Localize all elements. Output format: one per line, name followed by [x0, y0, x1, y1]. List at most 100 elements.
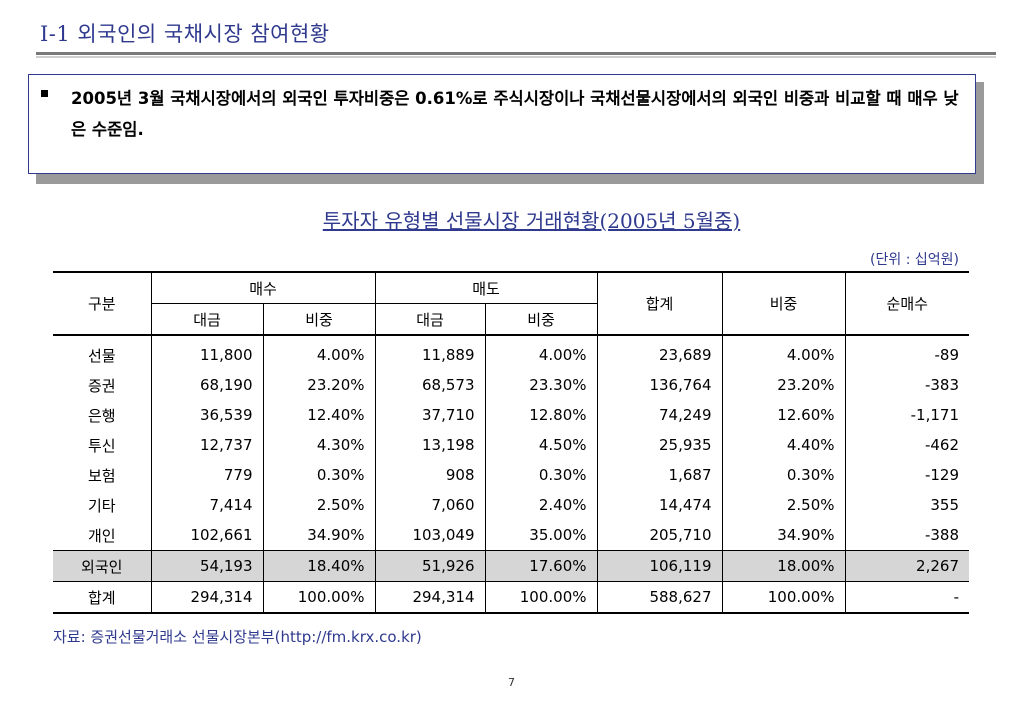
summary-text: 2005년 3월 국채시장에서의 외국인 투자비중은 0.61%로 주식시장이나…	[71, 89, 959, 139]
cell-category: 보험	[87, 466, 116, 485]
cell-buy-share: 4.30%	[262, 430, 375, 460]
table-row: 선물 11,800 4.00% 11,889 4.00% 23,689 4.00% -89	[53, 335, 969, 370]
cell-sell-share: 100.00%	[484, 581, 597, 614]
cell-sell-amount: 7,060	[374, 490, 485, 520]
cell-net-buy: 355	[844, 490, 969, 520]
cell-total: 136,764	[596, 370, 722, 400]
header-sell-amount: 대금	[374, 303, 485, 336]
cell-sell-amount: 37,710	[374, 400, 485, 430]
cell-buy-amount: 54,193	[150, 550, 263, 582]
source-note: 자료: 증권선물거래소 선물시장본부(http://fm.krx.co.kr)	[53, 628, 422, 646]
table-row: 증권 68,190 23.20% 68,573 23.30% 136,764 23.20% -…	[53, 370, 969, 400]
table-row: 투신 12,737 4.30% 13,198 4.50% 25,935 4.40% -462	[53, 430, 969, 460]
title-divider	[36, 52, 996, 55]
cell-sell-amount: 51,926	[374, 550, 485, 582]
header-total-share: 비중	[721, 271, 845, 336]
cell-net-buy: -89	[844, 335, 969, 370]
table-row: 보험 779 0.30% 908 0.30% 1,687 0.30% -129	[53, 460, 969, 490]
table-row: 외국인 54,193 18.40% 51,926 17.60% 106,119 18.00%…	[53, 550, 969, 582]
table-row: 개인 102,661 34.90% 103,049 35.00% 205,710 34.90…	[53, 520, 969, 551]
cell-buy-share: 34.90%	[262, 520, 375, 551]
square-bullet-icon	[41, 90, 48, 97]
header-sell: 매도	[374, 271, 597, 304]
cell-sell-amount: 103,049	[374, 520, 485, 551]
cell-sell-share: 4.50%	[484, 430, 597, 460]
cell-buy-share: 4.00%	[262, 335, 375, 370]
page-title: I-1 외국인의 국채시장 참여현황	[40, 22, 330, 46]
cell-buy-share: 23.20%	[262, 370, 375, 400]
cell-total-share: 4.40%	[721, 430, 845, 460]
cell-net-buy: -388	[844, 520, 969, 551]
cell-category: 외국인	[53, 550, 151, 582]
cell-total-share: 4.00%	[721, 335, 845, 370]
cell-sell-share: 4.00%	[484, 335, 597, 370]
cell-category: 은행	[87, 406, 116, 425]
cell-net-buy: -383	[844, 370, 969, 400]
cell-buy-share: 100.00%	[262, 581, 375, 614]
cell-sell-amount: 68,573	[374, 370, 485, 400]
cell-buy-amount: 68,190	[150, 370, 263, 400]
cell-category: 합계	[53, 581, 151, 614]
cell-net-buy: -1,171	[844, 400, 969, 430]
header-total: 합계	[596, 271, 722, 336]
cell-category: 개인	[87, 526, 116, 545]
cell-total: 23,689	[596, 335, 722, 370]
cell-buy-amount: 36,539	[150, 400, 263, 430]
cell-sell-share: 17.60%	[484, 550, 597, 582]
cell-category: 기타	[87, 496, 116, 515]
cell-total: 106,119	[596, 550, 722, 582]
cell-net-buy: -	[844, 581, 969, 614]
cell-sell-share: 23.30%	[484, 370, 597, 400]
cell-total: 588,627	[596, 581, 722, 614]
futures-trading-table: 구분 매수 매도 합계 비중 순매수 대금 비중 대금 비중 선물 11,800 4…	[53, 271, 969, 614]
cell-total-share: 100.00%	[721, 581, 845, 614]
cell-sell-amount: 294,314	[374, 581, 485, 614]
cell-total: 1,687	[596, 460, 722, 490]
cell-buy-share: 0.30%	[262, 460, 375, 490]
cell-total-share: 12.60%	[721, 400, 845, 430]
cell-category: 증권	[87, 376, 116, 395]
cell-total: 74,249	[596, 400, 722, 430]
cell-sell-amount: 11,889	[374, 335, 485, 370]
table-title: 투자자 유형별 선물시장 거래현황(2005년 5월중)	[322, 209, 741, 233]
cell-buy-amount: 7,414	[150, 490, 263, 520]
cell-buy-share: 18.40%	[262, 550, 375, 582]
cell-buy-share: 2.50%	[262, 490, 375, 520]
cell-buy-amount: 102,661	[150, 520, 263, 551]
cell-sell-amount: 908	[374, 460, 485, 490]
header-sell-share: 비중	[484, 303, 597, 336]
cell-net-buy: -462	[844, 430, 969, 460]
summary-box: 2005년 3월 국채시장에서의 외국인 투자비중은 0.61%로 주식시장이나…	[28, 74, 976, 174]
cell-net-buy: 2,267	[844, 550, 969, 582]
cell-total: 14,474	[596, 490, 722, 520]
header-buy-amount: 대금	[150, 303, 263, 336]
cell-total-share: 18.00%	[721, 550, 845, 582]
header-buy: 매수	[150, 271, 375, 304]
cell-category: 투신	[87, 436, 116, 455]
cell-total: 25,935	[596, 430, 722, 460]
cell-buy-amount: 11,800	[150, 335, 263, 370]
cell-total-share: 34.90%	[721, 520, 845, 551]
cell-total-share: 23.20%	[721, 370, 845, 400]
cell-total-share: 0.30%	[721, 460, 845, 490]
page-number: 7	[508, 676, 515, 689]
cell-category: 선물	[87, 346, 116, 365]
cell-total-share: 2.50%	[721, 490, 845, 520]
title-divider-shadow	[36, 56, 996, 58]
table-body: 선물 11,800 4.00% 11,889 4.00% 23,689 4.00% -89 증권…	[53, 335, 969, 614]
cell-sell-amount: 13,198	[374, 430, 485, 460]
header-net-buy: 순매수	[844, 271, 969, 336]
unit-label: (단위 : 십억원)	[870, 252, 959, 268]
cell-buy-amount: 779	[150, 460, 263, 490]
cell-sell-share: 2.40%	[484, 490, 597, 520]
table-row: 은행 36,539 12.40% 37,710 12.80% 74,249 12.60% -1…	[53, 400, 969, 430]
header-category: 구분	[53, 271, 151, 336]
cell-buy-amount: 294,314	[150, 581, 263, 614]
cell-total: 205,710	[596, 520, 722, 551]
cell-sell-share: 12.80%	[484, 400, 597, 430]
cell-buy-share: 12.40%	[262, 400, 375, 430]
cell-buy-amount: 12,737	[150, 430, 263, 460]
cell-sell-share: 0.30%	[484, 460, 597, 490]
cell-sell-share: 35.00%	[484, 520, 597, 551]
table-row: 합계 294,314 100.00% 294,314 100.00% 588,627 100…	[53, 581, 969, 614]
